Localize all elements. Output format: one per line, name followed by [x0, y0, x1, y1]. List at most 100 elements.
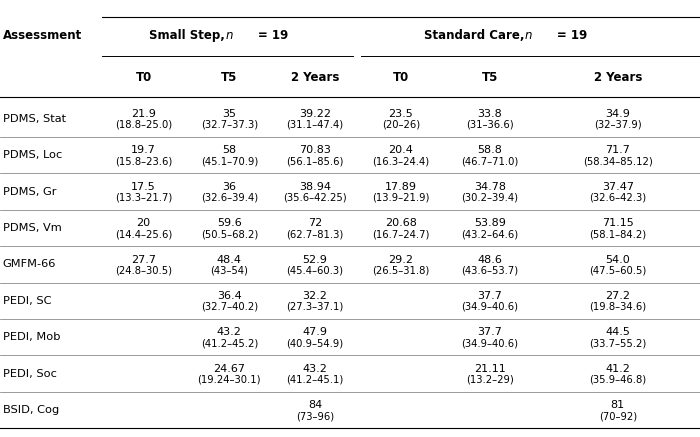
Text: (14.4–25.6): (14.4–25.6): [115, 229, 172, 239]
Text: (32.6–39.4): (32.6–39.4): [201, 193, 258, 203]
Text: (58.1–84.2): (58.1–84.2): [589, 229, 646, 239]
Text: (35.9–46.8): (35.9–46.8): [589, 375, 646, 385]
Text: 37.7: 37.7: [477, 291, 503, 301]
Text: 20.68: 20.68: [385, 218, 416, 228]
Text: (31–36.6): (31–36.6): [466, 120, 514, 130]
Text: 39.22: 39.22: [299, 109, 331, 119]
Text: (27.3–37.1): (27.3–37.1): [286, 302, 344, 312]
Text: (19.24–30.1): (19.24–30.1): [197, 375, 261, 385]
Text: (73–96): (73–96): [296, 411, 334, 421]
Text: 35: 35: [223, 109, 237, 119]
Text: (35.6–42.25): (35.6–42.25): [284, 193, 346, 203]
Text: (70–92): (70–92): [598, 411, 637, 421]
Text: PDMS, Loc: PDMS, Loc: [3, 150, 62, 160]
Text: PEDI, Soc: PEDI, Soc: [3, 369, 57, 378]
Text: T5: T5: [482, 71, 498, 84]
Text: (15.8–23.6): (15.8–23.6): [115, 156, 172, 166]
Text: 20.4: 20.4: [389, 146, 413, 156]
Text: (31.1–47.4): (31.1–47.4): [286, 120, 344, 130]
Text: 27.7: 27.7: [131, 255, 156, 265]
Text: (19.8–34.6): (19.8–34.6): [589, 302, 646, 312]
Text: (24.8–30.5): (24.8–30.5): [115, 266, 172, 276]
Text: (43.2–64.6): (43.2–64.6): [461, 229, 519, 239]
Text: 59.6: 59.6: [217, 218, 241, 228]
Text: 72: 72: [308, 218, 322, 228]
Text: (32.6–42.3): (32.6–42.3): [589, 193, 646, 203]
Text: (16.7–24.7): (16.7–24.7): [372, 229, 429, 239]
Text: (56.1–85.6): (56.1–85.6): [286, 156, 344, 166]
Text: (26.5–31.8): (26.5–31.8): [372, 266, 429, 276]
Text: Assessment: Assessment: [3, 29, 82, 42]
Text: 19.7: 19.7: [131, 146, 156, 156]
Text: (41.2–45.1): (41.2–45.1): [286, 375, 344, 385]
Text: (41.2–45.2): (41.2–45.2): [201, 338, 258, 348]
Text: (46.7–71.0): (46.7–71.0): [461, 156, 519, 166]
Text: 44.5: 44.5: [606, 327, 630, 337]
Text: (62.7–81.3): (62.7–81.3): [286, 229, 344, 239]
Text: GMFM-66: GMFM-66: [3, 260, 56, 269]
Text: PEDI, Mob: PEDI, Mob: [3, 332, 60, 342]
Text: (32.7–37.3): (32.7–37.3): [201, 120, 258, 130]
Text: 81: 81: [610, 400, 625, 410]
Text: 32.2: 32.2: [302, 291, 328, 301]
Text: 2 Years: 2 Years: [594, 71, 642, 84]
Text: 70.83: 70.83: [299, 146, 331, 156]
Text: 41.2: 41.2: [606, 364, 630, 374]
Text: 53.89: 53.89: [474, 218, 506, 228]
Text: (30.2–39.4): (30.2–39.4): [461, 193, 519, 203]
Text: 2 Years: 2 Years: [290, 71, 340, 84]
Text: PDMS, Vm: PDMS, Vm: [3, 223, 62, 233]
Text: (47.5–60.5): (47.5–60.5): [589, 266, 646, 276]
Text: $n$: $n$: [225, 29, 234, 42]
Text: 23.5: 23.5: [389, 109, 413, 119]
Text: PDMS, Gr: PDMS, Gr: [3, 187, 56, 197]
Text: 84: 84: [308, 400, 322, 410]
Text: (50.5–68.2): (50.5–68.2): [201, 229, 258, 239]
Text: 43.2: 43.2: [217, 327, 241, 337]
Text: $n$: $n$: [524, 29, 533, 42]
Text: (45.4–60.3): (45.4–60.3): [286, 266, 344, 276]
Text: 34.78: 34.78: [474, 182, 506, 192]
Text: (13.3–21.7): (13.3–21.7): [115, 193, 172, 203]
Text: (34.9–40.6): (34.9–40.6): [461, 338, 519, 348]
Text: T5: T5: [221, 71, 237, 84]
Text: T0: T0: [393, 71, 409, 84]
Text: 29.2: 29.2: [389, 255, 413, 265]
Text: 47.9: 47.9: [302, 327, 328, 337]
Text: 36.4: 36.4: [217, 291, 241, 301]
Text: (43–54): (43–54): [210, 266, 248, 276]
Text: 27.2: 27.2: [606, 291, 630, 301]
Text: 71.15: 71.15: [602, 218, 634, 228]
Text: 33.8: 33.8: [477, 109, 503, 119]
Text: 48.4: 48.4: [217, 255, 241, 265]
Text: Small Step,: Small Step,: [149, 29, 230, 42]
Text: 58: 58: [222, 146, 237, 156]
Text: (13.9–21.9): (13.9–21.9): [372, 193, 429, 203]
Text: (40.9–54.9): (40.9–54.9): [286, 338, 344, 348]
Text: 58.8: 58.8: [477, 146, 503, 156]
Text: 21.9: 21.9: [131, 109, 156, 119]
Text: 36: 36: [223, 182, 237, 192]
Text: Standard Care,: Standard Care,: [424, 29, 528, 42]
Text: (32–37.9): (32–37.9): [594, 120, 642, 130]
Text: (34.9–40.6): (34.9–40.6): [461, 302, 519, 312]
Text: 34.9: 34.9: [606, 109, 630, 119]
Text: 20: 20: [136, 218, 150, 228]
Text: PEDI, SC: PEDI, SC: [3, 296, 51, 306]
Text: (20–26): (20–26): [382, 120, 420, 130]
Text: T0: T0: [135, 71, 152, 84]
Text: (18.8–25.0): (18.8–25.0): [115, 120, 172, 130]
Text: (16.3–24.4): (16.3–24.4): [372, 156, 429, 166]
Text: 37.7: 37.7: [477, 327, 503, 337]
Text: 52.9: 52.9: [302, 255, 328, 265]
Text: 43.2: 43.2: [302, 364, 328, 374]
Text: 17.89: 17.89: [385, 182, 416, 192]
Text: PDMS, Stat: PDMS, Stat: [3, 114, 66, 124]
Text: 38.94: 38.94: [299, 182, 331, 192]
Text: (58.34–85.12): (58.34–85.12): [583, 156, 652, 166]
Text: BSID, Cog: BSID, Cog: [3, 405, 59, 415]
Text: (13.2–29): (13.2–29): [466, 375, 514, 385]
Text: (45.1–70.9): (45.1–70.9): [201, 156, 258, 166]
Text: 54.0: 54.0: [606, 255, 630, 265]
Text: 71.7: 71.7: [606, 146, 630, 156]
